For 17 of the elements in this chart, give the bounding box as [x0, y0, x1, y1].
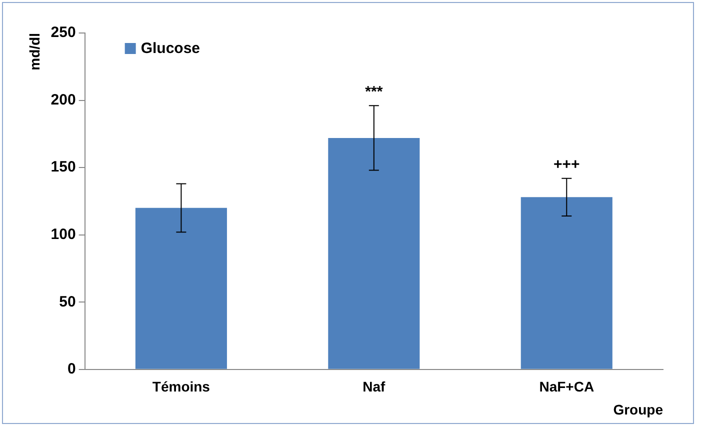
- annotation: +++: [553, 156, 580, 173]
- y-tick-label: 0: [67, 360, 76, 378]
- y-tick-label: 100: [50, 226, 76, 243]
- bar: [328, 138, 420, 369]
- bar: [135, 208, 227, 369]
- x-axis-title: Groupe: [613, 401, 664, 418]
- y-axis-title: md/dl: [26, 33, 42, 70]
- x-tick-label: Témoins: [152, 378, 210, 395]
- annotation: ***: [365, 83, 383, 100]
- y-tick-label: 200: [50, 91, 76, 108]
- y-tick-label: 50: [59, 293, 76, 310]
- x-tick-label: NaF+CA: [539, 378, 594, 395]
- x-tick-label: Naf: [362, 378, 386, 395]
- y-tick-label: 150: [50, 158, 76, 176]
- legend-label: Glucose: [140, 40, 200, 58]
- y-tick-label: 250: [50, 24, 76, 42]
- bar: [520, 197, 612, 369]
